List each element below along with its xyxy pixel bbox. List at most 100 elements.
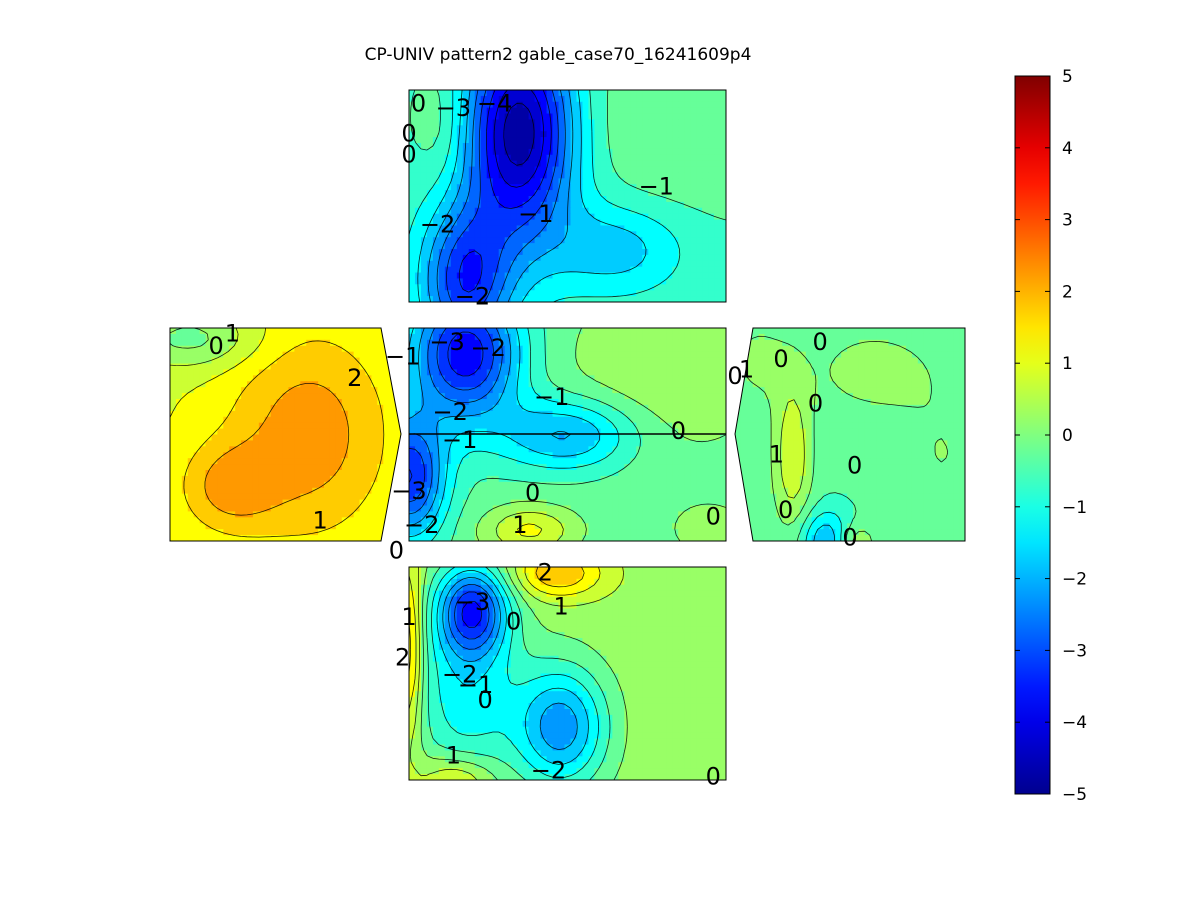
contour-cell <box>170 493 177 501</box>
contour-cell <box>666 505 673 513</box>
contour-cell <box>420 172 428 179</box>
contour-cell <box>426 333 434 341</box>
contour-cell <box>612 452 619 459</box>
contour-cell <box>420 237 428 244</box>
contour-cell <box>540 458 548 465</box>
contour-cell <box>654 143 661 150</box>
contour-cell <box>660 154 667 162</box>
contour-cell <box>217 458 224 465</box>
contour-cell <box>522 178 530 185</box>
contour-cell <box>714 284 721 291</box>
contour-cell <box>329 422 337 430</box>
contour-cell <box>181 369 189 376</box>
contour-cell <box>432 90 440 97</box>
contour-cell <box>264 475 272 483</box>
contour-cell <box>552 535 560 541</box>
contour-cell <box>576 434 584 442</box>
contour-cell <box>696 178 703 185</box>
contour-cell <box>618 219 625 227</box>
contour-cell <box>199 434 207 442</box>
contour-cell <box>648 254 655 262</box>
contour-cell <box>432 416 440 424</box>
contour-cell <box>516 328 524 335</box>
contour-cell <box>270 328 278 335</box>
contour-cell <box>576 213 584 221</box>
contour-cell <box>654 296 661 302</box>
contour-cell <box>570 393 578 400</box>
contour-cell <box>468 137 476 144</box>
contour-cell <box>690 393 697 400</box>
contour-cell <box>486 237 494 244</box>
contour-cell <box>678 328 685 335</box>
contour-cell <box>624 237 631 244</box>
contour-cell <box>371 422 378 430</box>
contour-cell <box>444 154 452 162</box>
contour-cell <box>223 428 230 436</box>
contour-cell <box>241 416 248 424</box>
contour-cell <box>426 231 434 238</box>
contour-cell <box>636 517 643 524</box>
contour-cell <box>456 464 464 471</box>
contour-cell <box>426 416 434 424</box>
contour-cell <box>612 369 619 376</box>
contour-cell <box>432 434 440 442</box>
contour-cell <box>516 487 524 495</box>
contour-cell <box>540 154 548 162</box>
contour-cell <box>654 523 661 530</box>
contour-cell <box>528 113 536 121</box>
contour-cell <box>642 101 649 109</box>
contour-cell <box>241 475 248 483</box>
contour-cell <box>371 393 378 400</box>
contour-cell <box>504 113 512 121</box>
contour-cell <box>294 458 301 465</box>
contour-cell <box>690 387 697 394</box>
contour-cell <box>486 393 494 400</box>
contour-cell <box>426 404 434 412</box>
contour-cell <box>594 481 601 489</box>
contour-cell <box>606 511 613 518</box>
contour-cell <box>241 487 248 495</box>
contour-cell <box>660 434 667 442</box>
contour-cell <box>456 101 464 109</box>
contour-cell <box>510 410 518 418</box>
contour-cell <box>702 272 709 280</box>
contour-cell <box>335 399 343 406</box>
contour-cell <box>720 243 726 250</box>
contour-cell <box>432 339 440 347</box>
contour-cell <box>684 266 691 274</box>
contour-cell <box>606 404 613 412</box>
contour-cell <box>690 190 697 197</box>
contour-cell <box>426 190 434 197</box>
contour-cell <box>223 404 230 412</box>
contour-cell <box>648 213 655 221</box>
contour-cell <box>570 249 578 256</box>
contour-cell <box>690 184 697 191</box>
contour-cell <box>600 95 607 103</box>
contour-cell <box>528 166 536 174</box>
contour-cell <box>276 446 284 453</box>
contour-cell <box>504 207 512 215</box>
contour-cell <box>546 225 554 232</box>
contour-cell <box>612 422 619 430</box>
contour-cell <box>223 357 230 365</box>
contour-cell <box>684 375 691 382</box>
contour-cell <box>474 499 482 507</box>
contour-cell <box>708 243 715 250</box>
contour-cell <box>594 190 601 197</box>
contour-cell <box>371 410 378 418</box>
contour-cell <box>696 278 703 285</box>
contour-cell <box>564 190 572 197</box>
contour-cell <box>258 458 266 465</box>
contour-cell <box>588 213 596 221</box>
contour-cell <box>199 351 207 359</box>
contour-cell <box>678 387 685 394</box>
contour-cell <box>175 487 183 495</box>
contour-cell <box>510 458 518 465</box>
contour-cell <box>618 529 625 536</box>
contour-cell <box>672 190 679 197</box>
contour-cell <box>624 131 631 138</box>
contour-cell <box>456 272 464 280</box>
contour-cell <box>504 272 512 280</box>
contour-cell <box>438 213 446 221</box>
contour-cell <box>666 125 673 132</box>
